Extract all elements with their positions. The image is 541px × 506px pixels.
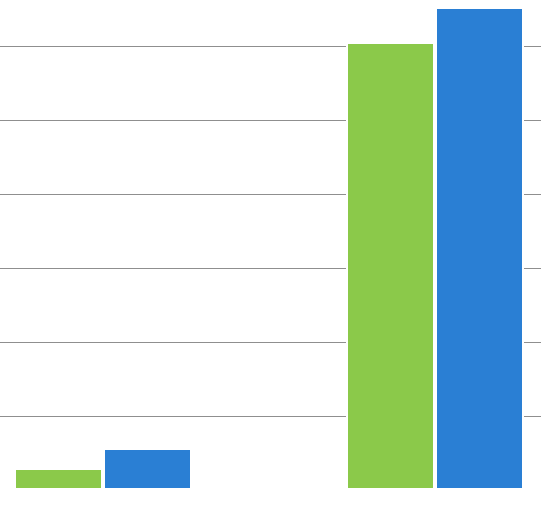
bar-2-blue	[435, 7, 524, 490]
axis-tick-right	[536, 342, 541, 343]
bar-1-green	[14, 468, 103, 490]
bar-1-blue	[103, 448, 192, 490]
bar-chart	[0, 0, 541, 506]
axis-tick-right	[536, 416, 541, 417]
axis-tick-right	[536, 120, 541, 121]
bar-2-green	[346, 42, 435, 490]
axis-tick-right	[536, 46, 541, 47]
axis-tick-right	[536, 194, 541, 195]
axis-tick-right	[536, 268, 541, 269]
